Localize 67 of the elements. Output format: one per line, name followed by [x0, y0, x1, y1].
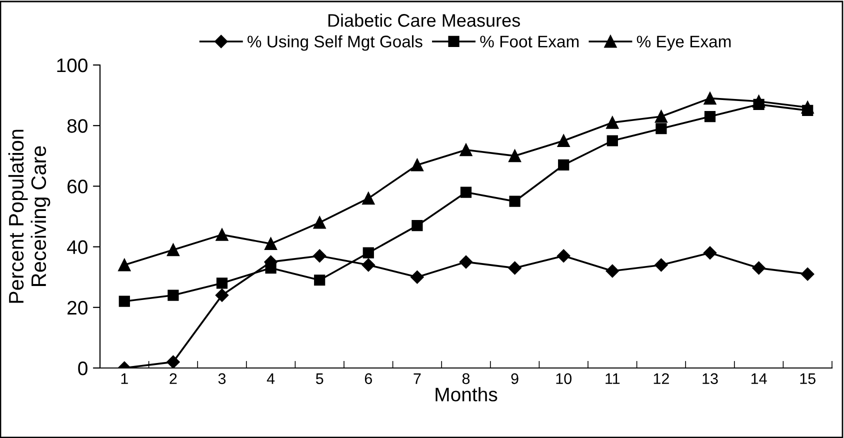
legend-label: % Using Self Mgt Goals — [248, 35, 422, 51]
x-tick-label: 12 — [654, 373, 669, 384]
x-tick-label: 3 — [218, 373, 226, 384]
x-tick-label: 1 — [121, 373, 128, 384]
x-tick-label: 8 — [462, 373, 470, 384]
point — [166, 355, 180, 368]
point — [509, 196, 520, 207]
point — [412, 220, 423, 232]
point — [168, 290, 179, 301]
point — [362, 247, 374, 258]
x-tick-label: 7 — [414, 373, 421, 384]
point — [313, 216, 326, 229]
y-tick-label: 0 — [78, 361, 88, 376]
point — [558, 159, 570, 171]
point — [460, 144, 472, 156]
legend-label: % Eye Exam — [636, 36, 731, 51]
point — [703, 246, 717, 260]
point — [410, 158, 424, 172]
x-tick-label: 14 — [751, 373, 767, 384]
y-tick-label: 80 — [67, 119, 88, 133]
x-tick-label: 4 — [266, 373, 275, 384]
point — [752, 261, 766, 275]
point — [753, 98, 764, 110]
point — [216, 278, 228, 289]
point — [508, 150, 522, 162]
point — [264, 238, 278, 250]
point — [166, 244, 180, 256]
x-axis-title: Months — [436, 387, 498, 402]
point — [704, 110, 716, 122]
point — [216, 228, 228, 241]
point — [802, 104, 814, 116]
point — [508, 261, 522, 275]
point — [362, 192, 375, 205]
y-tick-label: 40 — [67, 240, 88, 254]
point — [606, 116, 619, 129]
point — [118, 296, 130, 307]
point — [656, 123, 667, 134]
point — [557, 249, 570, 262]
y-tick-label: 60 — [68, 180, 88, 194]
point — [460, 186, 472, 198]
point — [801, 267, 814, 281]
chart-title: Diabetic Care Measures — [328, 14, 520, 27]
point — [606, 135, 618, 146]
y-axis-title: Percent Population Receiving Care — [8, 130, 50, 303]
point — [654, 110, 668, 123]
y-tick-label: 100 — [57, 58, 88, 72]
x-tick-label: 13 — [702, 373, 718, 384]
point — [704, 92, 716, 105]
point — [606, 264, 619, 278]
point — [362, 258, 375, 272]
x-tick-label: 15 — [800, 373, 816, 384]
point — [654, 258, 668, 272]
point — [118, 258, 131, 272]
point — [313, 249, 326, 262]
x-tick-label: 10 — [556, 373, 572, 384]
x-tick-label: 9 — [511, 373, 518, 384]
x-tick-label: 2 — [170, 373, 177, 384]
y-tick-label: 20 — [68, 300, 88, 315]
point — [410, 270, 424, 284]
x-tick-label: 11 — [606, 373, 620, 384]
point — [557, 134, 570, 147]
legend-label: % Foot Exam — [480, 36, 579, 48]
point — [314, 274, 326, 286]
point — [215, 288, 229, 302]
x-tick-label: 5 — [316, 373, 324, 384]
x-tick-label: 6 — [364, 373, 372, 384]
point — [459, 255, 473, 269]
